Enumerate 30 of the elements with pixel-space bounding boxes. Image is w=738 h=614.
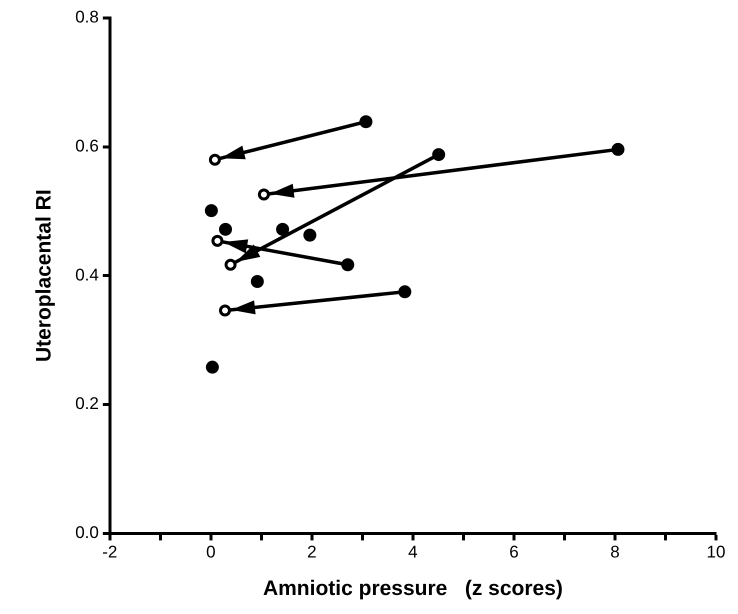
y-tick-label: 0.8 bbox=[75, 8, 99, 27]
y-tick-label: 0.2 bbox=[75, 394, 99, 414]
point bbox=[612, 142, 625, 156]
point bbox=[206, 360, 219, 374]
point bbox=[211, 234, 224, 247]
y-tick-label: 0.0 bbox=[75, 523, 99, 542]
x-tick-label: 4 bbox=[408, 542, 418, 562]
x-tick-label: 6 bbox=[509, 542, 519, 562]
x-axis-title: Amniotic pressure (z scores) bbox=[262, 577, 563, 600]
x-tick-label: -2 bbox=[102, 542, 118, 562]
x-tick-label: 10 bbox=[706, 542, 726, 562]
point bbox=[432, 148, 446, 162]
x-tick-label: 8 bbox=[610, 542, 620, 562]
point bbox=[250, 275, 264, 288]
point bbox=[219, 222, 232, 236]
point bbox=[359, 115, 372, 128]
y-tick-label: 0.6 bbox=[75, 136, 99, 156]
y-axis-title: Uteroplacental RI bbox=[32, 189, 56, 362]
point bbox=[398, 285, 412, 298]
point bbox=[341, 258, 354, 272]
point bbox=[258, 188, 270, 201]
point bbox=[208, 154, 221, 166]
y-tick-label: 0.4 bbox=[75, 265, 99, 284]
point bbox=[276, 222, 290, 236]
x-tick-label: 0 bbox=[206, 542, 216, 562]
point bbox=[204, 204, 218, 218]
point bbox=[303, 228, 316, 242]
point bbox=[219, 304, 232, 316]
x-tick-label: 2 bbox=[307, 542, 317, 562]
point bbox=[224, 258, 237, 271]
